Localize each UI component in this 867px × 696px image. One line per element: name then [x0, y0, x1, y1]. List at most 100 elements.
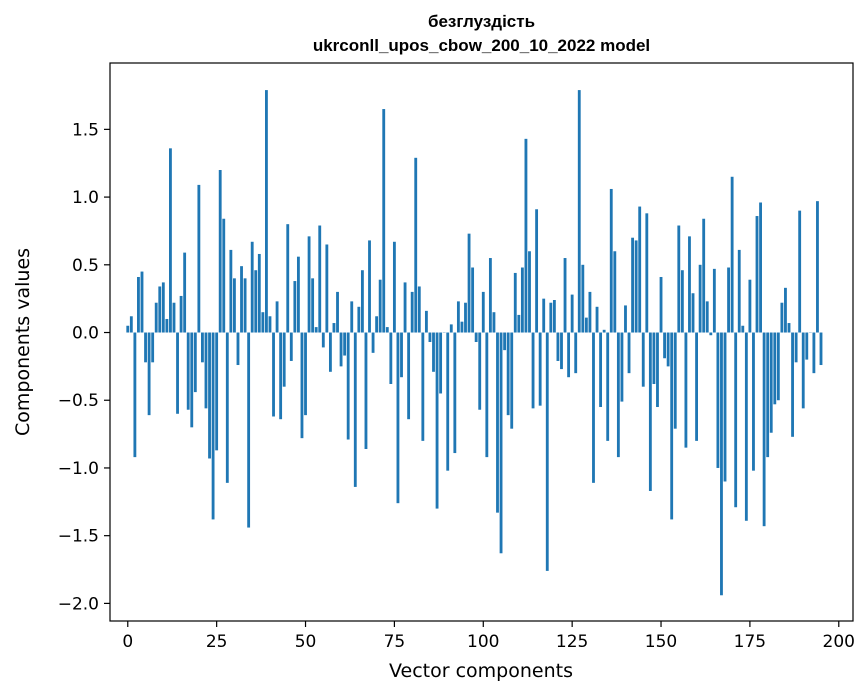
bar: [421, 332, 425, 441]
bar: [204, 332, 208, 409]
bar: [648, 332, 652, 491]
bar: [641, 332, 645, 387]
bar: [776, 332, 780, 401]
bar: [563, 258, 567, 333]
bar: [535, 209, 539, 333]
bar: [560, 332, 563, 370]
chart-title: безглуздість: [427, 12, 536, 31]
bar: [449, 324, 453, 333]
plot-frame: [109, 62, 854, 622]
bar: [126, 325, 130, 333]
x-tick-label: 100: [467, 632, 499, 652]
bar: [240, 266, 243, 333]
bar: [734, 332, 738, 508]
bar: [478, 332, 482, 410]
bar: [531, 332, 535, 409]
bar: [414, 157, 418, 333]
bar: [730, 176, 734, 333]
bar: [592, 332, 595, 483]
bar: [250, 241, 254, 333]
bar: [684, 332, 688, 448]
bar: [588, 291, 592, 333]
bar: [400, 332, 403, 378]
bar: [528, 251, 531, 333]
bar: [538, 332, 542, 406]
bar: [343, 332, 347, 356]
bar: [261, 312, 265, 333]
bar: [321, 332, 325, 348]
bar: [723, 332, 727, 482]
bar: [741, 325, 745, 333]
bar: [570, 294, 574, 333]
bar: [176, 332, 179, 414]
bar: [620, 332, 624, 402]
bar: [172, 302, 176, 333]
bar: [325, 244, 329, 333]
bar: [652, 332, 656, 384]
bar: [464, 302, 467, 333]
bar: [673, 332, 677, 429]
bar: [318, 225, 322, 333]
bar: [389, 332, 393, 384]
bar: [403, 282, 407, 333]
bar: [179, 295, 183, 333]
bar: [339, 332, 343, 367]
bar: [193, 332, 197, 393]
bar: [670, 332, 674, 520]
bar: [549, 302, 553, 333]
bar: [378, 279, 382, 333]
bar: [129, 316, 133, 333]
bar: [773, 332, 777, 405]
bar: [496, 332, 499, 513]
y-tick-label: −2.0: [58, 594, 99, 614]
bar: [432, 332, 435, 372]
bar: [791, 332, 794, 437]
bar: [165, 318, 169, 333]
bar: [229, 249, 233, 333]
bar: [705, 301, 709, 333]
bar: [488, 258, 492, 333]
bar: [154, 302, 158, 333]
bar: [147, 332, 151, 416]
bar: [314, 327, 318, 333]
bar: [300, 332, 304, 439]
bar: [353, 332, 357, 487]
bar: [417, 286, 421, 333]
bar: [247, 332, 251, 528]
bar: [424, 310, 428, 333]
bar: [688, 236, 691, 333]
bar: [659, 276, 663, 333]
bar: [279, 332, 283, 420]
x-axis: 0 25 50 75 100 125 150 175 200: [122, 621, 855, 652]
bar: [752, 332, 755, 471]
bar: [382, 109, 386, 333]
bar: [307, 236, 311, 333]
x-axis-label: Vector components: [389, 660, 573, 682]
y-tick-label: −1.0: [58, 459, 99, 479]
y-tick-label: 1.0: [72, 188, 99, 208]
bar: [396, 332, 400, 504]
bar: [243, 278, 247, 333]
bar: [552, 300, 556, 333]
y-tick-label: −0.5: [58, 391, 99, 411]
bar: [197, 184, 201, 333]
bar: [471, 267, 475, 333]
bar: [755, 216, 759, 333]
bar: [677, 225, 681, 333]
bar: [137, 276, 140, 333]
bar: [392, 241, 396, 333]
bar: [446, 332, 450, 471]
bar: [499, 332, 503, 554]
bar: [798, 210, 802, 333]
bar: [492, 312, 496, 333]
bar: [467, 233, 471, 333]
bar: [602, 329, 606, 333]
bar: [556, 332, 560, 361]
bar: [545, 332, 549, 571]
bar: [265, 90, 268, 333]
bar: [624, 305, 627, 333]
bar: [737, 249, 741, 333]
bar: [727, 267, 730, 333]
x-tick-label: 75: [384, 632, 406, 652]
bar: [627, 332, 631, 374]
